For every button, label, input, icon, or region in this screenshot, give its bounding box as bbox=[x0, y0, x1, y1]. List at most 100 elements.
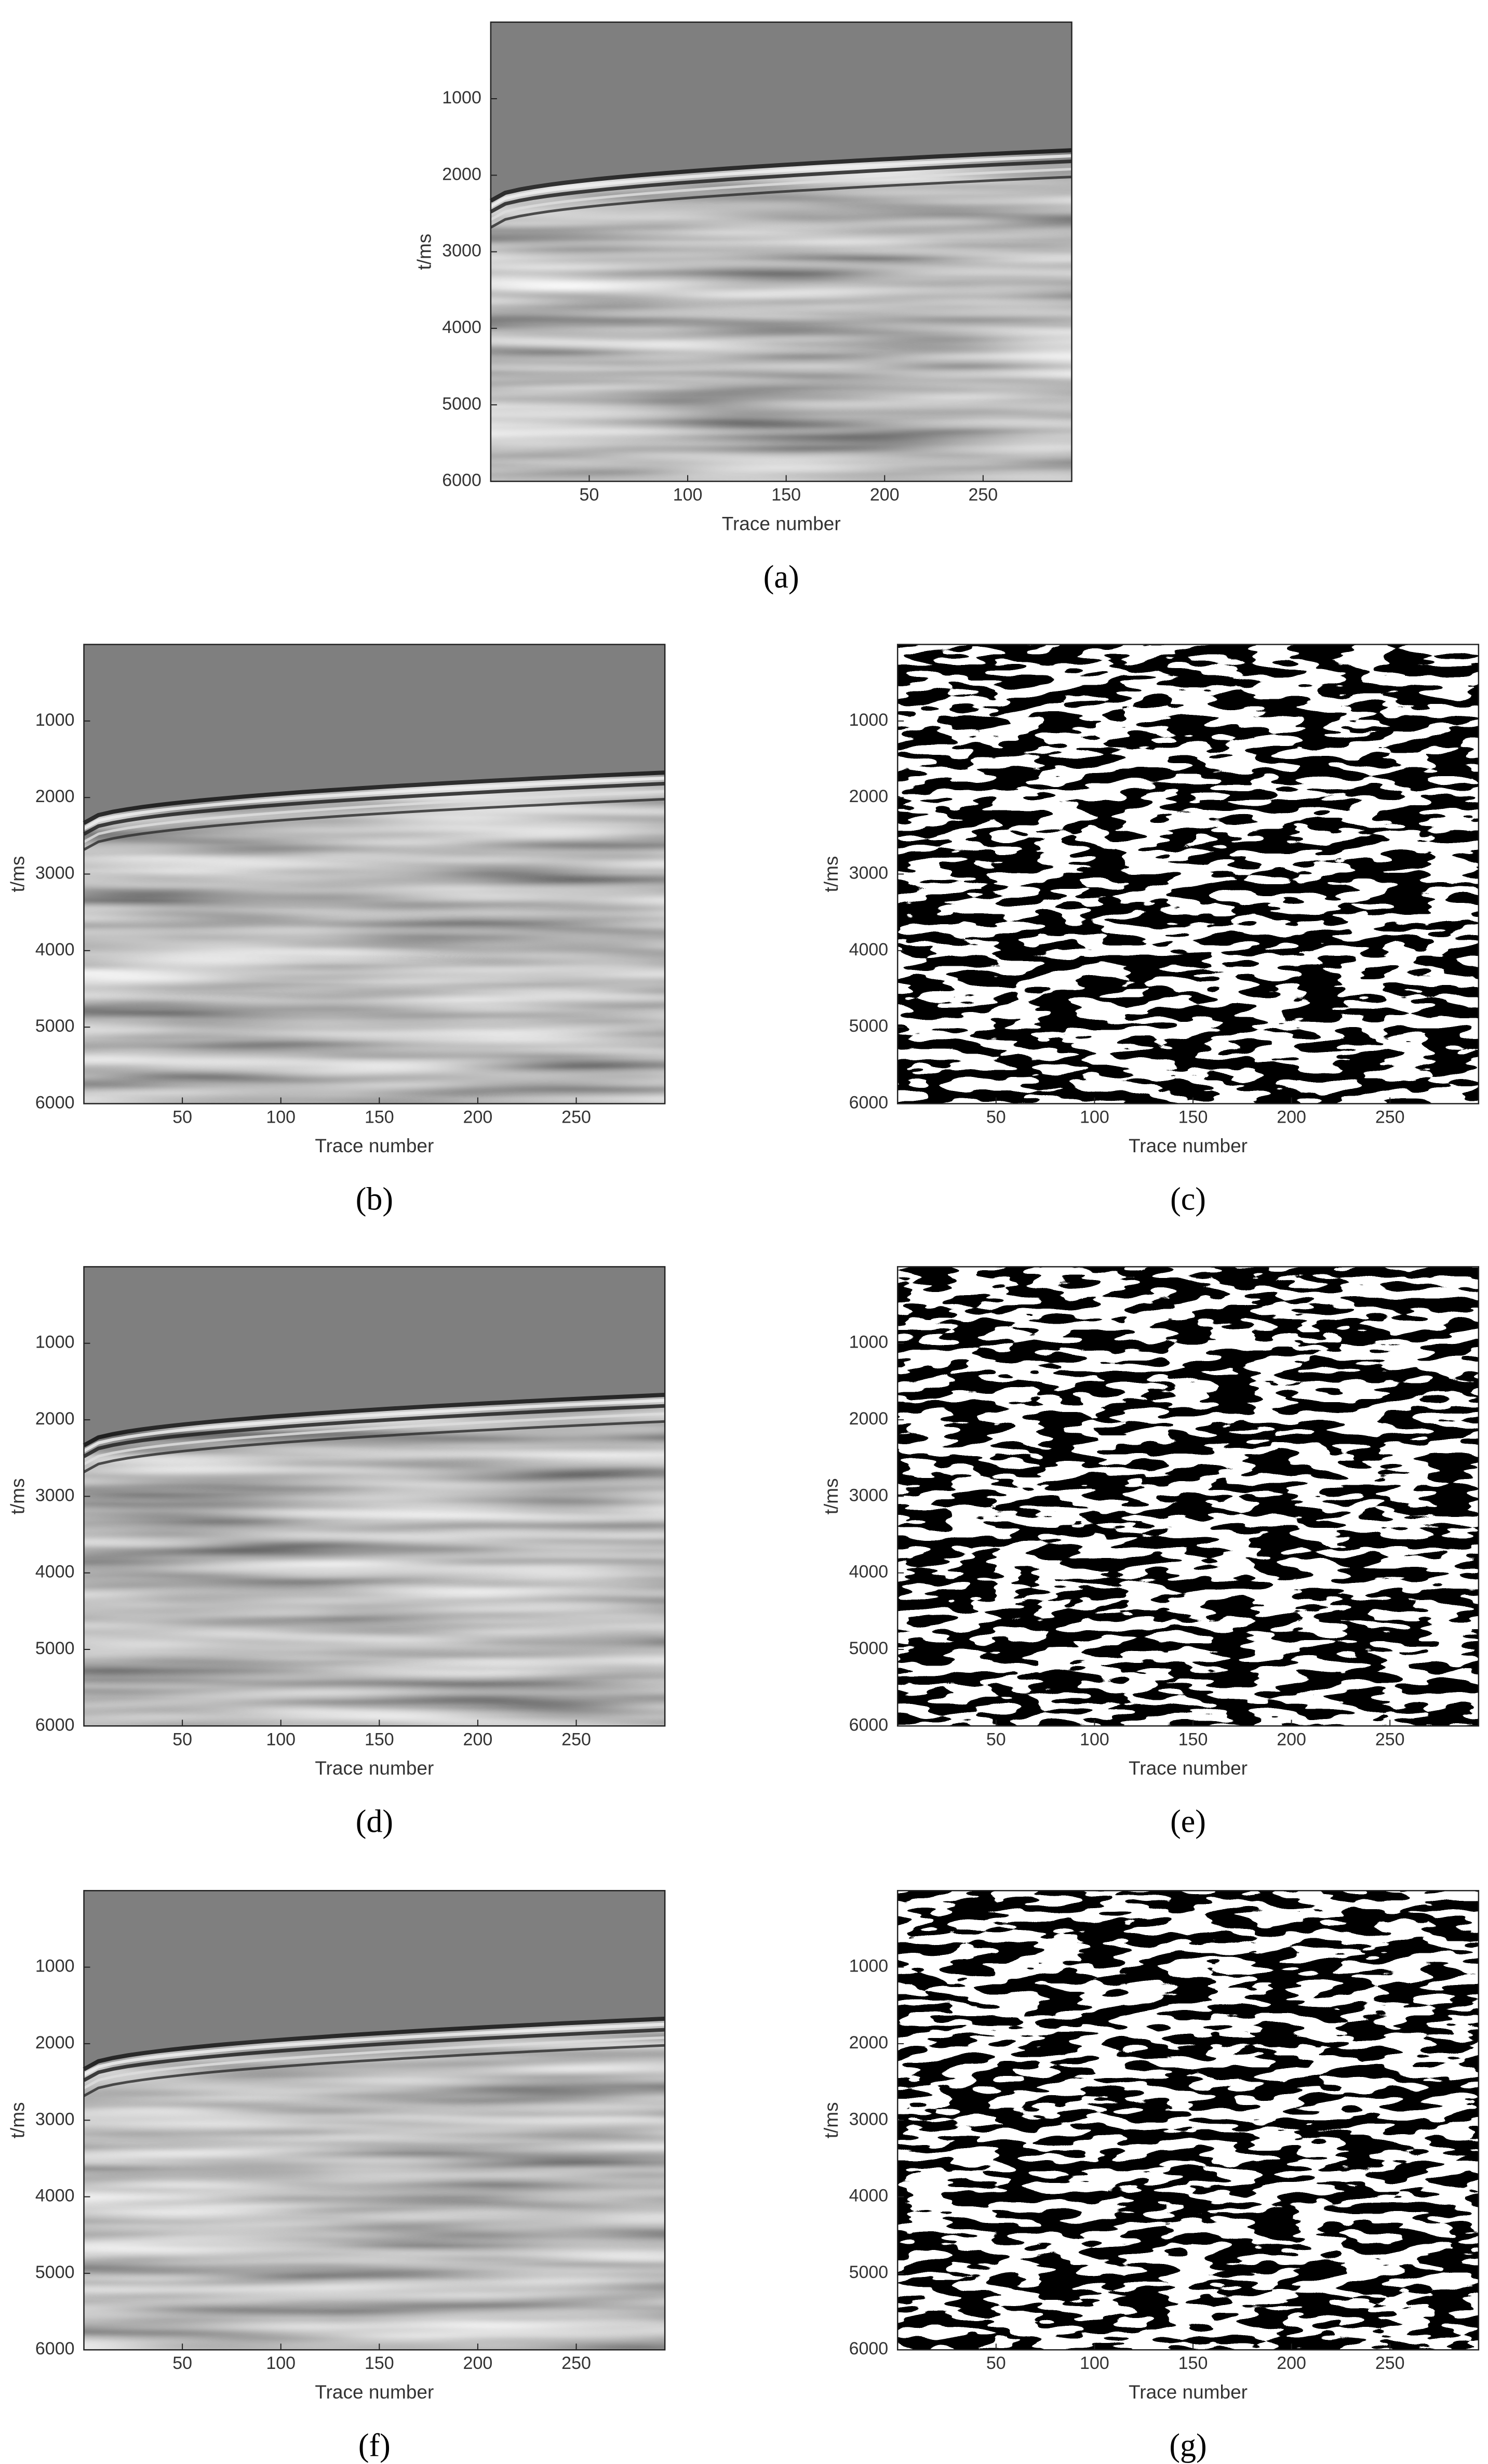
y-tick-label: 5000 bbox=[35, 2262, 75, 2282]
x-axis-label: Trace number bbox=[1129, 2381, 1248, 2403]
y-tick-label: 6000 bbox=[35, 1715, 75, 1735]
y-tick-label: 2000 bbox=[849, 787, 889, 806]
image bbox=[897, 1890, 1479, 2350]
y-tick-label: 6000 bbox=[849, 2339, 889, 2359]
y-axis-label: t/ms bbox=[821, 856, 842, 893]
x-tick-label: 100 bbox=[266, 1729, 296, 1749]
quiet-zone bbox=[84, 1890, 665, 2068]
y-axis-label: t/ms bbox=[7, 2102, 28, 2138]
y-tick-label: 6000 bbox=[849, 1093, 889, 1112]
y-tick-label: 3000 bbox=[35, 2109, 75, 2129]
y-tick-label: 4000 bbox=[849, 2186, 889, 2206]
x-tick-label: 150 bbox=[365, 1729, 394, 1749]
caption: (b) bbox=[356, 1182, 393, 1217]
event bbox=[83, 1393, 665, 1447]
x-tick-label: 250 bbox=[561, 1729, 591, 1749]
y-tick-label: 5000 bbox=[849, 1639, 889, 1658]
x-tick-label: 50 bbox=[986, 2353, 1006, 2373]
x-tick-label: 50 bbox=[172, 1107, 192, 1127]
event bbox=[83, 2028, 665, 2082]
x-tick-label: 250 bbox=[968, 485, 998, 505]
caption: (d) bbox=[356, 1804, 393, 1840]
y-tick-label: 3000 bbox=[849, 1485, 889, 1505]
x-tick-label: 200 bbox=[463, 2353, 493, 2373]
caption: (e) bbox=[1170, 1804, 1206, 1840]
y-tick-label: 1000 bbox=[35, 1956, 75, 1976]
x-tick-label: 200 bbox=[870, 485, 900, 505]
y-axis-label: t/ms bbox=[414, 234, 435, 270]
y-tick-label: 2000 bbox=[849, 2033, 889, 2053]
y-tick-label: 4000 bbox=[35, 1562, 75, 1582]
y-tick-label: 1000 bbox=[35, 1333, 75, 1352]
x-tick-label: 250 bbox=[1375, 1107, 1405, 1127]
x-tick-label: 250 bbox=[561, 2353, 591, 2373]
x-tick-label: 50 bbox=[986, 1729, 1006, 1749]
y-tick-label: 2000 bbox=[35, 2033, 75, 2053]
event bbox=[83, 2044, 665, 2097]
x-tick-label: 200 bbox=[1277, 2353, 1306, 2373]
x-tick-label: 150 bbox=[1178, 1729, 1208, 1749]
x-tick-label: 150 bbox=[365, 2353, 394, 2373]
x-axis-label: Trace number bbox=[722, 513, 841, 534]
x-tick-label: 100 bbox=[1080, 1729, 1109, 1749]
event bbox=[83, 2016, 665, 2071]
y-tick-label: 1000 bbox=[849, 710, 889, 730]
x-tick-label: 200 bbox=[463, 1729, 493, 1749]
y-tick-label: 4000 bbox=[35, 940, 75, 960]
x-tick-label: 150 bbox=[365, 1107, 394, 1127]
event bbox=[83, 2036, 665, 2089]
caption: (f) bbox=[358, 2428, 391, 2463]
y-axis-label: t/ms bbox=[821, 1478, 842, 1514]
event bbox=[83, 797, 665, 851]
event bbox=[83, 1399, 665, 1453]
x-tick-label: 100 bbox=[673, 485, 703, 505]
event bbox=[490, 154, 1072, 208]
x-tick-label: 50 bbox=[580, 485, 599, 505]
y-tick-label: 5000 bbox=[849, 1016, 889, 1036]
x-axis-label: Trace number bbox=[315, 2381, 434, 2403]
panel: 50 100 150 200 250 1000 2000 3000 4000 5000 6000 Tr… bbox=[414, 21, 1073, 595]
x-axis-label: Trace number bbox=[315, 1135, 434, 1156]
event bbox=[83, 1412, 665, 1466]
y-tick-label: 6000 bbox=[35, 1093, 75, 1112]
y-tick-label: 4000 bbox=[442, 317, 481, 337]
x-tick-label: 250 bbox=[561, 1107, 591, 1127]
y-tick-label: 3000 bbox=[849, 863, 889, 883]
y-tick-label: 1000 bbox=[35, 710, 75, 730]
x-tick-label: 150 bbox=[1178, 2353, 1208, 2373]
quiet-zone bbox=[84, 644, 665, 821]
y-tick-label: 3000 bbox=[35, 863, 75, 883]
x-axis-label: Trace number bbox=[1129, 1757, 1248, 1779]
y-axis-label: t/ms bbox=[7, 856, 28, 893]
x-tick-label: 150 bbox=[1178, 1107, 1208, 1127]
x-tick-label: 250 bbox=[1375, 2353, 1405, 2373]
x-tick-label: 50 bbox=[172, 1729, 192, 1749]
event bbox=[490, 159, 1072, 214]
y-tick-label: 2000 bbox=[35, 1409, 75, 1429]
x-axis-label: Trace number bbox=[1129, 1135, 1248, 1156]
event bbox=[490, 168, 1072, 221]
y-tick-label: 5000 bbox=[849, 2262, 889, 2282]
x-tick-label: 200 bbox=[463, 1107, 493, 1127]
event bbox=[83, 790, 665, 843]
x-axis-label: Trace number bbox=[315, 1757, 434, 1779]
x-tick-label: 100 bbox=[266, 1107, 296, 1127]
y-tick-label: 6000 bbox=[442, 471, 481, 490]
panel: 50 100 150 200 250 1000 2000 3000 4000 5000 6000 Tr… bbox=[821, 644, 1480, 1217]
y-tick-label: 3000 bbox=[35, 1485, 75, 1505]
image bbox=[897, 644, 1479, 1104]
y-tick-label: 2000 bbox=[442, 164, 481, 184]
event bbox=[83, 776, 665, 830]
x-tick-label: 100 bbox=[266, 2353, 296, 2373]
x-tick-label: 200 bbox=[1277, 1729, 1306, 1749]
y-tick-label: 2000 bbox=[849, 1409, 889, 1429]
caption: (a) bbox=[763, 560, 799, 595]
y-tick-label: 4000 bbox=[849, 1562, 889, 1582]
y-tick-label: 5000 bbox=[35, 1639, 75, 1658]
panel: 50 100 150 200 250 1000 2000 3000 4000 5000 6000 Tr… bbox=[821, 1266, 1480, 1840]
y-tick-label: 6000 bbox=[849, 1715, 889, 1735]
y-tick-label: 5000 bbox=[442, 394, 481, 414]
event bbox=[83, 1404, 665, 1458]
image bbox=[897, 1267, 1479, 1726]
x-tick-label: 200 bbox=[1277, 1107, 1306, 1127]
